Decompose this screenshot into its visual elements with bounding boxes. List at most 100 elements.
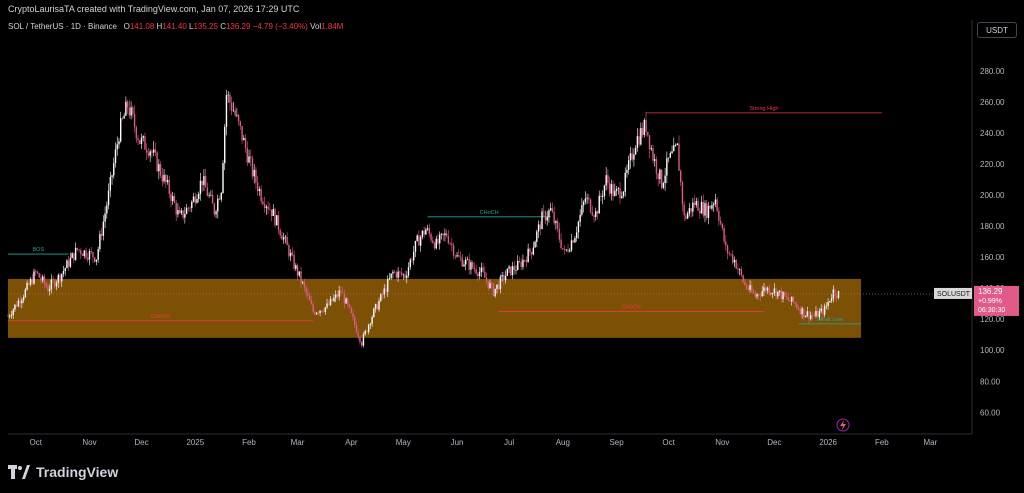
candle-body — [374, 304, 377, 309]
currency-button[interactable]: USDT — [977, 22, 1017, 38]
candle-body — [608, 183, 611, 194]
candle-body — [192, 196, 195, 202]
time-tick-label: Oct — [662, 438, 675, 447]
candle-body — [12, 309, 14, 316]
candle-body — [511, 266, 514, 276]
candle-body — [159, 164, 162, 176]
candle-body — [527, 248, 529, 263]
candle-body — [243, 138, 245, 141]
level-label: CHoCH — [622, 304, 641, 310]
symbol-tag: SOLUSDT — [937, 291, 971, 298]
candle-body — [139, 140, 141, 144]
candle-body — [600, 195, 602, 197]
symbol-name[interactable]: SOL / TetherUS · 1D · Binance — [8, 22, 117, 31]
candle-body — [362, 334, 365, 346]
candle-body — [392, 271, 394, 274]
candle-body — [676, 143, 678, 146]
candle-body — [577, 221, 580, 233]
candle-body — [751, 285, 753, 292]
candle-body — [541, 211, 543, 230]
candle-body — [733, 259, 736, 263]
candle-body — [381, 293, 384, 295]
candle-body — [203, 176, 205, 186]
candle-body — [496, 284, 498, 289]
candle-body — [607, 175, 609, 184]
candle-body — [517, 261, 519, 270]
candle-body — [14, 304, 16, 310]
candle-body — [487, 281, 489, 289]
candle-body — [67, 260, 70, 267]
time-tick-label: Jul — [504, 438, 514, 447]
candle-body — [66, 260, 68, 269]
candle-body — [520, 262, 522, 267]
candle-body — [246, 148, 248, 163]
candle-body — [149, 151, 151, 156]
candle-body — [26, 282, 28, 290]
candle-body — [645, 120, 647, 132]
candle-body — [19, 300, 21, 304]
candle-body — [504, 275, 507, 281]
volume-value: 1.84M — [321, 22, 344, 31]
candle-body — [204, 176, 207, 188]
time-tick-label: Mar — [291, 438, 305, 447]
price-chart[interactable]: BOS CHoCH CHoCH CHoCH Strong High Weak Low 60… — [0, 0, 1024, 456]
candle-body — [350, 307, 352, 314]
candle-body — [536, 231, 538, 242]
candle-body — [440, 233, 443, 235]
candle-body — [393, 271, 396, 273]
candle-body — [191, 201, 193, 208]
candle-body — [359, 336, 361, 343]
candle-body — [114, 149, 117, 164]
candle-body — [121, 118, 124, 119]
change-value: −4.79 (−3.40%) — [252, 22, 308, 31]
candle-body — [797, 307, 800, 310]
candle-body — [310, 300, 313, 305]
candle-body — [293, 254, 295, 269]
candle-body — [497, 284, 500, 290]
time-tick-label: Mar — [923, 438, 937, 447]
candle-body — [439, 234, 441, 244]
candle-body — [80, 250, 82, 255]
candle-body — [28, 282, 30, 285]
tradingview-logo[interactable]: TradingView — [8, 464, 118, 480]
candle-body — [36, 271, 39, 274]
candle-body — [317, 312, 320, 314]
level-label: CHoCH — [151, 314, 170, 320]
candle-body — [258, 189, 261, 192]
candle-body — [38, 273, 40, 278]
candle-body — [482, 267, 484, 272]
candle-body — [250, 156, 252, 158]
candle-body — [662, 183, 665, 188]
candle-body — [688, 208, 691, 214]
candle-body — [596, 211, 599, 214]
candle-body — [766, 287, 769, 291]
candle-body — [119, 118, 122, 142]
candle-body — [551, 208, 554, 213]
candle-body — [397, 271, 399, 278]
candle-body — [461, 257, 463, 267]
candle-body — [532, 247, 535, 255]
candle-body — [567, 249, 569, 252]
candle-body — [201, 180, 203, 186]
candle-body — [248, 156, 250, 163]
candle-body — [754, 293, 756, 297]
candle-body — [305, 287, 307, 294]
candle-body — [180, 210, 183, 214]
time-tick-label: 2026 — [819, 438, 837, 447]
candle-body — [373, 308, 375, 318]
candle-body — [74, 247, 77, 260]
candle-body — [702, 201, 704, 216]
candle-body — [126, 101, 129, 108]
candle-body — [775, 288, 777, 297]
candle-body — [312, 304, 314, 312]
candle-body — [87, 257, 89, 260]
candle-body — [230, 102, 233, 111]
candle-body — [633, 154, 635, 160]
candle-body — [570, 240, 573, 251]
candle-body — [764, 287, 767, 291]
candle-body — [21, 300, 23, 304]
candle-body — [130, 107, 132, 116]
candle-body — [48, 288, 51, 292]
candle-body — [184, 213, 186, 218]
candle-body — [71, 253, 73, 258]
